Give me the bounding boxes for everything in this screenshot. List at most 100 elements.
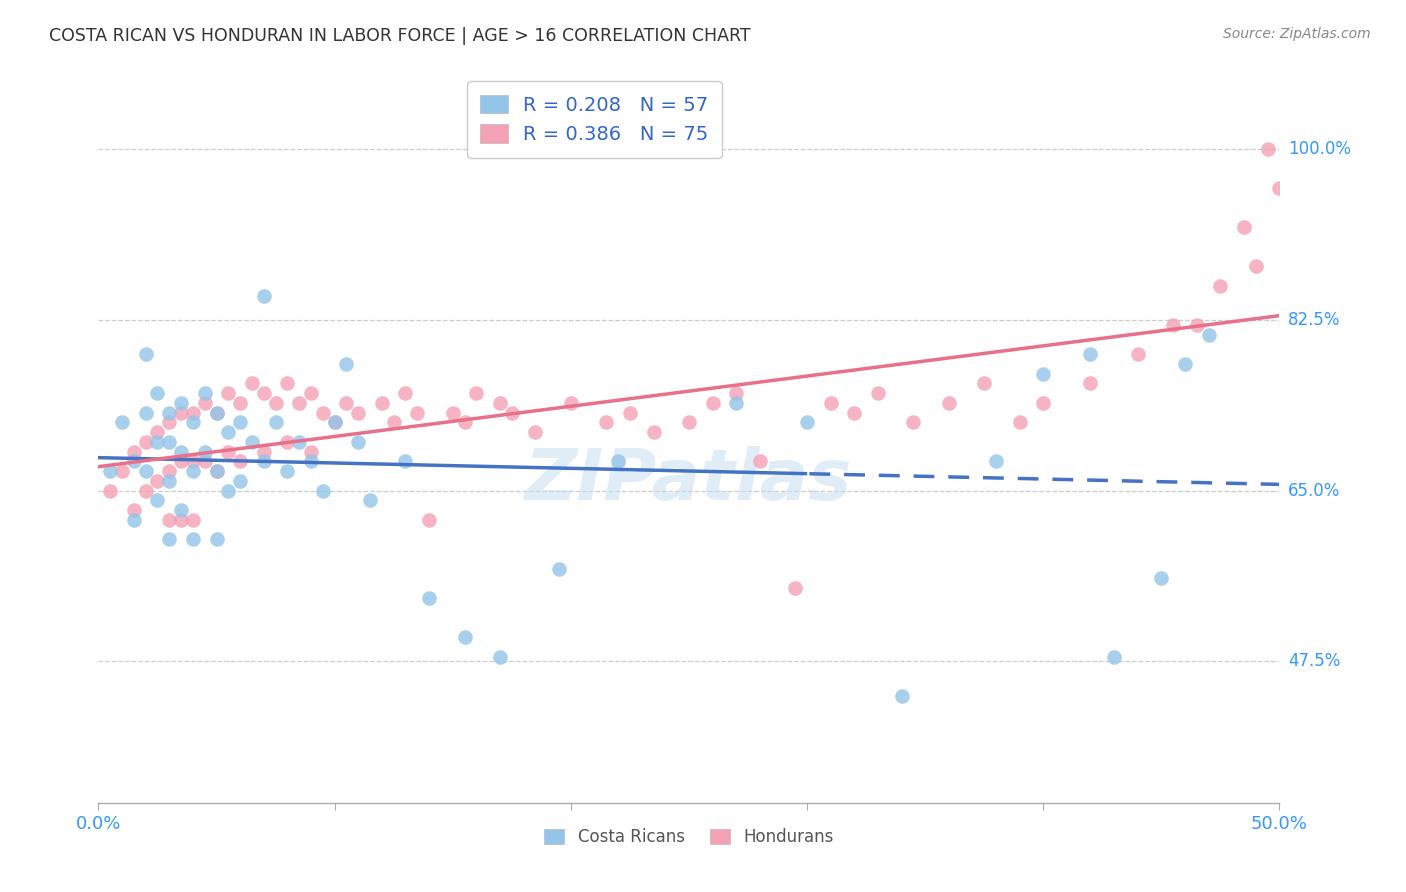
Point (170, 444, 193, 458)
Point (548, 562, 571, 576)
Point (796, 416, 818, 430)
Point (146, 386, 169, 401)
Point (181, 454, 204, 468)
Point (1080, 376, 1102, 391)
Point (205, 464, 228, 478)
Point (217, 425, 239, 440)
Point (1198, 327, 1220, 342)
Point (1032, 367, 1054, 381)
Point (1150, 572, 1173, 586)
Point (288, 434, 311, 449)
Point (725, 396, 748, 410)
Point (453, 630, 475, 644)
Point (135, 406, 157, 420)
Point (205, 464, 228, 478)
Point (844, 406, 866, 420)
Point (1233, 220, 1256, 235)
Point (194, 396, 217, 410)
Point (299, 454, 322, 468)
Point (418, 591, 440, 605)
Point (359, 493, 381, 508)
Text: COSTA RICAN VS HONDURAN IN LABOR FORCE | AGE > 16 CORRELATION CHART: COSTA RICAN VS HONDURAN IN LABOR FORCE |… (49, 27, 751, 45)
Point (347, 406, 370, 420)
Point (702, 396, 724, 410)
Point (489, 649, 512, 664)
Point (785, 581, 807, 595)
Point (382, 416, 405, 430)
Point (194, 454, 217, 468)
Point (122, 513, 145, 527)
Point (748, 454, 770, 468)
Point (1209, 279, 1232, 293)
Point (1268, 181, 1291, 195)
Point (181, 406, 204, 420)
Point (607, 454, 630, 468)
Point (323, 416, 346, 430)
Text: 82.5%: 82.5% (1288, 311, 1340, 329)
Point (253, 454, 276, 468)
Point (146, 474, 169, 488)
Point (217, 483, 239, 498)
Point (181, 416, 204, 430)
Point (866, 386, 889, 401)
Point (253, 288, 276, 302)
Point (1257, 142, 1279, 156)
Point (170, 406, 193, 420)
Point (111, 416, 134, 430)
Point (501, 406, 523, 420)
Point (157, 416, 180, 430)
Point (335, 357, 357, 371)
Point (903, 416, 925, 430)
Point (170, 454, 193, 468)
Point (299, 386, 322, 401)
Point (157, 513, 180, 527)
Point (453, 416, 475, 430)
Text: ZIPatlas: ZIPatlas (526, 447, 852, 516)
Point (146, 425, 169, 440)
Point (312, 406, 335, 420)
Point (157, 434, 180, 449)
Point (938, 396, 960, 410)
Point (323, 416, 346, 430)
Point (253, 386, 276, 401)
Point (984, 454, 1007, 468)
Point (240, 376, 263, 391)
Point (122, 503, 145, 517)
Point (465, 386, 488, 401)
Point (276, 464, 298, 478)
Point (146, 493, 169, 508)
Point (1032, 396, 1054, 410)
Point (181, 464, 204, 478)
Point (157, 533, 180, 547)
Point (276, 434, 298, 449)
Point (371, 396, 394, 410)
Point (890, 689, 912, 703)
Text: Source: ZipAtlas.com: Source: ZipAtlas.com (1223, 27, 1371, 41)
Point (678, 416, 700, 430)
Point (1244, 260, 1267, 274)
Point (157, 474, 180, 488)
Point (253, 444, 276, 458)
Point (288, 396, 311, 410)
Point (264, 416, 287, 430)
Point (135, 483, 157, 498)
Point (1080, 347, 1102, 361)
Point (1174, 357, 1197, 371)
Point (111, 464, 134, 478)
Point (240, 434, 263, 449)
Point (725, 386, 748, 401)
Point (820, 396, 842, 410)
Point (1102, 649, 1125, 664)
Point (229, 416, 252, 430)
Point (595, 416, 617, 430)
Text: 47.5%: 47.5% (1288, 652, 1340, 671)
Point (181, 513, 204, 527)
Point (560, 396, 582, 410)
Point (276, 376, 298, 391)
Point (312, 483, 335, 498)
Point (194, 386, 217, 401)
Point (643, 425, 665, 440)
Point (229, 454, 252, 468)
Point (205, 533, 228, 547)
Point (135, 434, 157, 449)
